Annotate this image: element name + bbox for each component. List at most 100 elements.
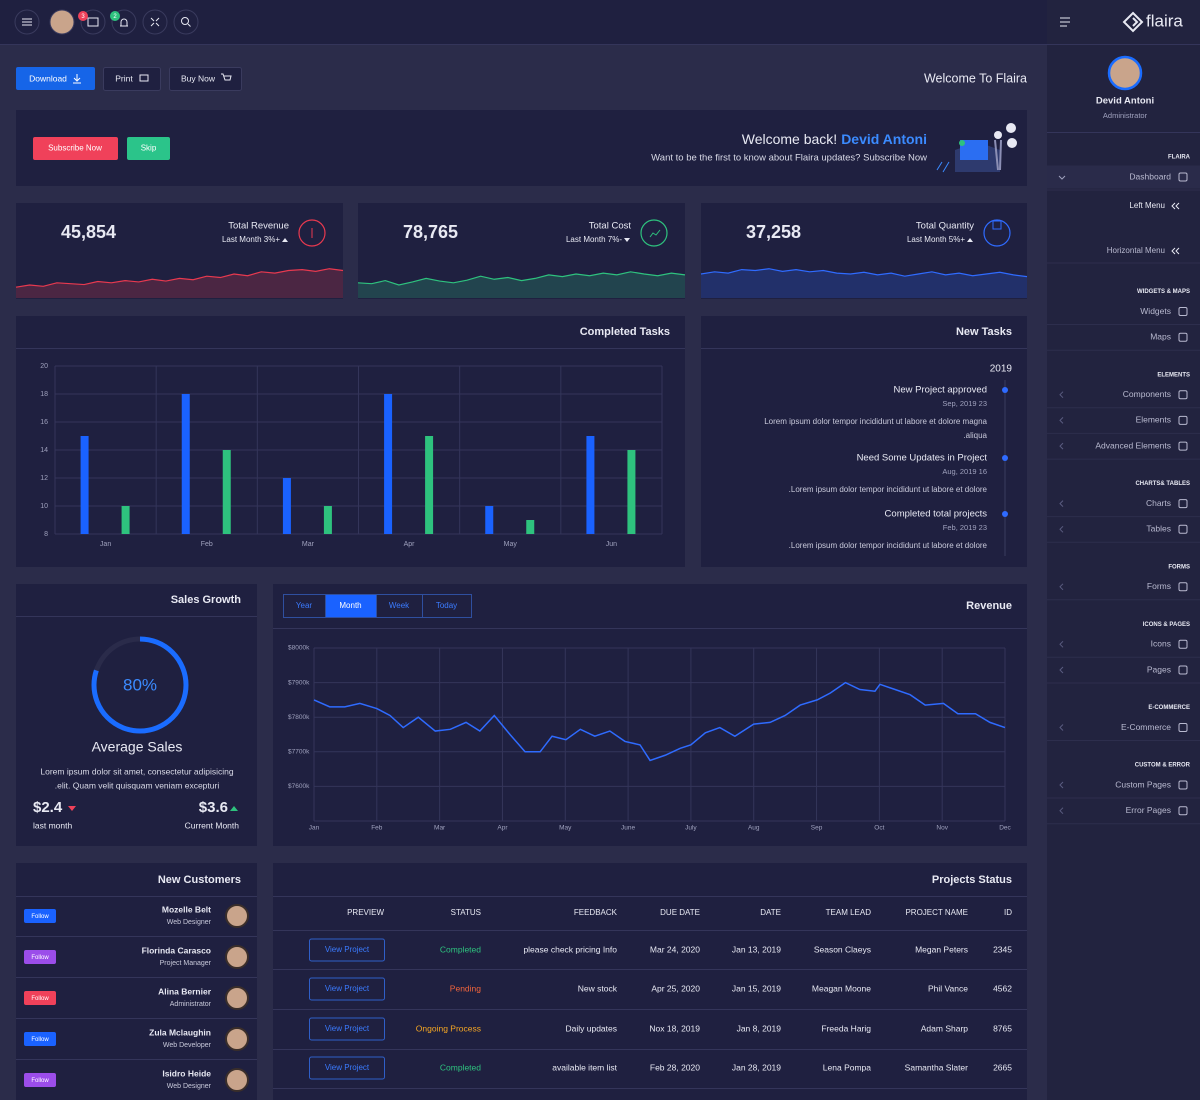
icon: [73, 74, 81, 84]
menu-section: WIDGETS & MAPS: [1137, 289, 1190, 295]
view-button[interactable]: [309, 977, 385, 1001]
x-tick-label: Mar: [434, 825, 446, 832]
tab-label: Today: [436, 601, 457, 610]
button-label: Skip: [141, 144, 157, 153]
skip-button[interactable]: [127, 137, 170, 160]
icon: [1178, 499, 1188, 509]
stat-value: 37,258: [746, 222, 801, 242]
bar: [627, 450, 636, 534]
icon-button[interactable]: [111, 9, 137, 35]
x-tick-label: Feb: [201, 541, 213, 548]
view-button[interactable]: [309, 1017, 385, 1041]
icon: [1171, 202, 1180, 210]
logo-text: flaira: [1146, 11, 1183, 30]
menu-item: Widgets: [1140, 306, 1171, 316]
chevron: [1059, 640, 1064, 648]
follow-button[interactable]: [24, 950, 56, 964]
view-button[interactable]: [309, 1056, 385, 1080]
button-label: View Project: [325, 945, 370, 954]
customer-role: Web Developer: [163, 1042, 212, 1049]
table-cell: Jan 15, 2019: [732, 983, 781, 993]
customer-name: Zula Mclaughin: [149, 1027, 211, 1037]
avatar: [225, 1068, 249, 1092]
y-tick-label: $7800k: [288, 714, 310, 721]
user-role: Administrator: [1103, 111, 1148, 120]
avatar[interactable]: [49, 9, 75, 35]
sales-value: $3.6: [199, 799, 228, 816]
bar: [222, 450, 231, 534]
table-cell: Jan 8, 2019: [737, 1023, 782, 1033]
icon[interactable]: [1060, 17, 1070, 27]
view-button[interactable]: [309, 938, 385, 962]
subscribe-button[interactable]: [33, 137, 118, 160]
bar: [323, 506, 332, 534]
menu-item: Error Pages: [1126, 805, 1171, 815]
customer-role: Administrator: [170, 1001, 212, 1008]
x-tick-label: June: [621, 825, 635, 832]
sales-text: Lorem ipsum dolor sit amet, consectetur …: [40, 766, 233, 776]
download-button[interactable]: [16, 67, 95, 90]
button-label: View Project: [325, 1024, 370, 1033]
badge-count: 3: [81, 14, 85, 20]
timeline-dot: [1002, 511, 1008, 517]
icon: [649, 229, 661, 238]
user-name: Devid Antoni: [841, 131, 927, 147]
print-button[interactable]: [103, 67, 161, 91]
stat-note: Last Month 7%-: [566, 235, 622, 244]
follow-button[interactable]: [24, 909, 56, 923]
greeting: Welcome back!: [742, 131, 837, 147]
stat-value: 45,854: [61, 222, 116, 242]
chevron: [1058, 175, 1066, 180]
chevron: [1059, 807, 1064, 815]
icon-button[interactable]: [14, 9, 40, 35]
trend-arrow: [68, 806, 76, 811]
button-label: Follow: [31, 955, 49, 961]
tab[interactable]: [422, 594, 472, 618]
icon-button[interactable]: [173, 9, 199, 35]
chevron: [1059, 781, 1064, 789]
timeline-year: 2019: [990, 364, 1013, 375]
table-cell: Apr 25, 2020: [651, 983, 700, 993]
chevron: [1059, 391, 1064, 399]
menu-section: ICONS & PAGES: [1143, 622, 1190, 628]
chevron: [1059, 583, 1064, 591]
icon: [1178, 172, 1188, 182]
table-cell: Jan 13, 2019: [732, 944, 781, 954]
user-name: Devid Antoni: [1096, 96, 1154, 107]
menu-item: E-Commerce: [1121, 722, 1171, 732]
column-header: TEAM LEAD: [826, 908, 872, 917]
bar: [425, 436, 434, 534]
table-cell: Ongoing Process: [416, 1023, 481, 1033]
button-label: Print: [115, 73, 133, 83]
task-title: Completed total projects: [885, 509, 988, 520]
card: [16, 316, 685, 567]
y-tick-label: $7700k: [288, 749, 310, 756]
follow-button[interactable]: [24, 1032, 56, 1046]
follow-button[interactable]: [24, 1073, 56, 1087]
y-tick-label: 14: [40, 447, 48, 454]
tab-label: Week: [389, 601, 410, 610]
button-label: Follow: [31, 1078, 49, 1084]
task-text: .Lorem ipsum dolor tempor incididunt ut …: [789, 485, 988, 494]
icon-button[interactable]: [80, 9, 106, 35]
chevron: [1059, 500, 1064, 507]
icon: [1178, 441, 1188, 451]
trend-arrow: [967, 238, 973, 242]
timeline-dot: [1002, 387, 1008, 393]
y-tick-label: 20: [40, 363, 48, 370]
task-text: Lorem ipsum dolor tempor incididunt ut l…: [764, 417, 987, 426]
follow-button[interactable]: [24, 991, 56, 1005]
button-label: Subscribe Now: [48, 144, 102, 153]
chevron: [1059, 724, 1064, 731]
stat-note: Last Month 5%+: [907, 235, 965, 244]
table-cell: Meagan Moone: [812, 983, 871, 993]
menu-item: Maps: [1150, 331, 1171, 341]
stat-icon: [298, 219, 326, 247]
column-header: PROJECT NAME: [905, 908, 968, 917]
y-tick-label: $7900k: [288, 679, 310, 686]
avatar: [225, 1027, 249, 1051]
buy-button[interactable]: [169, 67, 242, 91]
bar: [80, 436, 89, 534]
icon-button[interactable]: [142, 9, 168, 35]
menu-item: Custom Pages: [1115, 779, 1171, 789]
